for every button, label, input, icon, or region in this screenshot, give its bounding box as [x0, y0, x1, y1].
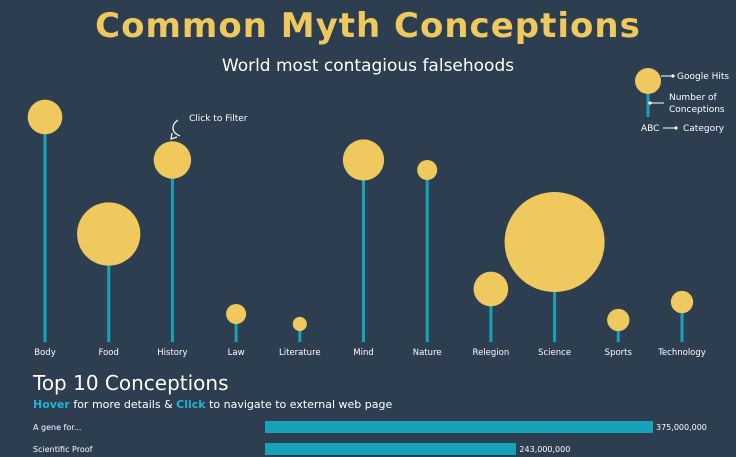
bubble-relegion[interactable] [473, 271, 509, 307]
legend-number-label: Number of [669, 93, 718, 103]
click-keyword: Click [176, 398, 206, 411]
bubble-mind[interactable] [342, 139, 385, 181]
category-label-literature[interactable]: Literature [279, 348, 321, 358]
legend-abc: ABC [641, 124, 659, 134]
page-subtitle: World most contagious falsehoods [221, 56, 515, 76]
category-label-technology[interactable]: Technology [657, 348, 706, 358]
bar[interactable] [265, 443, 517, 455]
lollipop-chart[interactable]: Body Food History Law Literature Mind Nature Re… [0, 0, 736, 365]
legend-conceptions-label: Conceptions [669, 105, 725, 115]
category-label-food[interactable]: Food [99, 348, 119, 358]
bubble-law[interactable] [226, 304, 247, 324]
filter-hint: Click to Filter [189, 114, 248, 124]
category-label-mind[interactable]: Mind [353, 348, 373, 358]
chart-legend: Google Hits Number of Conceptions ABC Ca… [635, 68, 729, 134]
bubble-food[interactable] [77, 202, 141, 266]
page-title: Common Myth Conceptions [95, 6, 641, 46]
category-label-law[interactable]: Law [228, 348, 245, 358]
top10-title: Top 10 Conceptions [33, 371, 229, 395]
bubble-history[interactable] [153, 141, 192, 179]
category-label-relegion[interactable]: Relegion [473, 348, 510, 358]
hover-keyword: Hover [33, 398, 70, 411]
bubble-nature[interactable] [417, 160, 438, 180]
bubble-sports[interactable] [607, 308, 630, 332]
top10-subtitle: Hover for more details & Click to naviga… [33, 398, 392, 411]
bar-value: 375,000,000 [656, 423, 707, 432]
category-label-body[interactable]: Body [34, 348, 55, 358]
bubble-technology[interactable] [670, 290, 694, 314]
legend-google-hits: Google Hits [677, 72, 729, 82]
subtitle-text-end: to navigate to external web page [205, 398, 393, 411]
bar-label[interactable]: A gene for... [33, 423, 82, 432]
bar-label[interactable]: Scientific Proof [33, 445, 93, 454]
bar[interactable] [265, 421, 653, 433]
legend-category: Category [683, 124, 725, 134]
category-label-sports[interactable]: Sports [605, 348, 633, 358]
bubble-literature[interactable] [292, 316, 307, 332]
category-label-history[interactable]: History [157, 348, 187, 358]
subtitle-text: for more details & [69, 398, 177, 411]
bubble-body[interactable] [27, 99, 63, 135]
bubble-science[interactable] [504, 192, 605, 292]
category-label-science[interactable]: Science [538, 348, 571, 358]
category-label-nature[interactable]: Nature [413, 348, 442, 358]
bar-value: 243,000,000 [519, 445, 571, 454]
curved-arrow-icon [172, 119, 181, 137]
